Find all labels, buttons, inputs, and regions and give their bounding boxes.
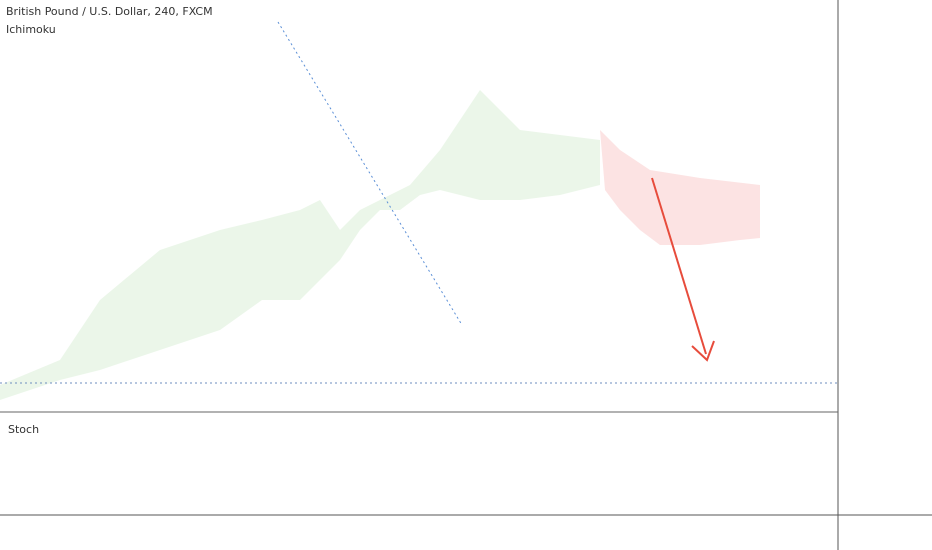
ichimoku-cloud-future [600, 130, 760, 245]
ichimoku-cloud [0, 90, 600, 400]
sell-arrow-head [691, 340, 715, 362]
stoch-title: Stoch [8, 423, 39, 436]
fib-trend-line [277, 21, 463, 326]
chart-title: British Pound / U.S. Dollar, 240, FXCM [6, 5, 213, 18]
chart-subtitle: Ichimoku [6, 23, 56, 36]
sell-arrow [651, 177, 707, 355]
